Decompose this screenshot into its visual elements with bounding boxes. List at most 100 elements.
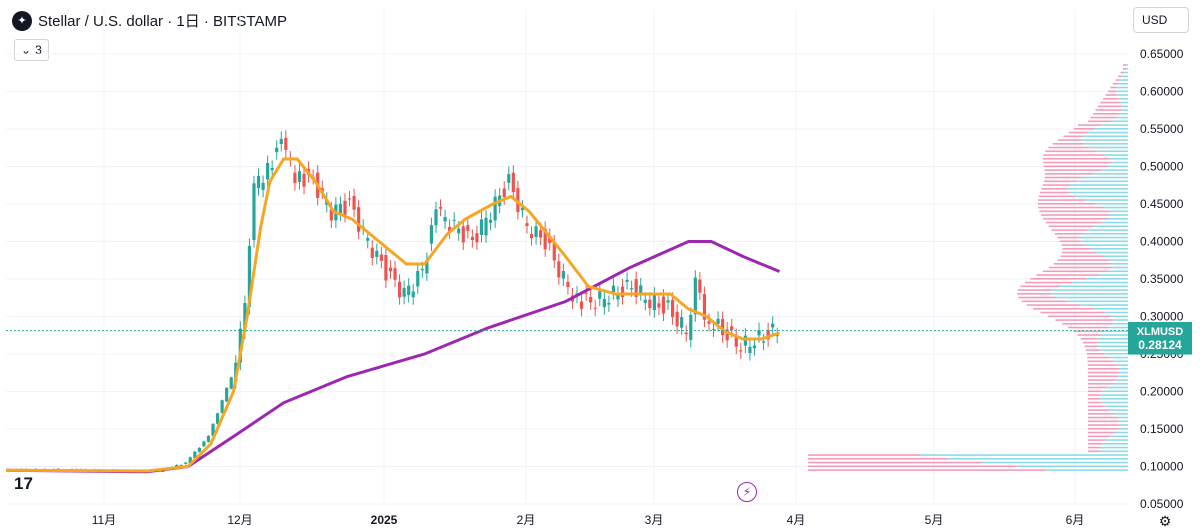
y-tick-label: 0.40000 [1140,235,1184,249]
volume-bar [1109,158,1128,160]
candle-body [620,286,625,298]
volume-bar [1103,255,1128,258]
volume-bar [1040,311,1105,314]
candle-body [379,254,383,261]
candle-body [393,268,397,280]
candle-body [579,301,584,309]
candle-body [261,182,265,190]
chart-header: ✦ Stellar / U.S. dollar · 1日 · BITSTAMP [12,10,287,31]
x-tick-label: 2月 [517,513,536,527]
volume-bar [1048,315,1112,318]
volume-bar [1087,371,1120,374]
candle-body [293,172,297,183]
volume-bar [1048,225,1095,228]
chart-grid [6,10,1128,505]
lightning-icon[interactable]: ⚡ [737,482,757,502]
volume-bar [1026,304,1081,306]
volume-bar [1106,386,1128,389]
candle-body [639,285,643,294]
volume-bar [1101,124,1128,126]
last-price-line: 17:12:38 [6,330,1192,355]
candle-body [516,188,520,213]
volume-bar [1088,443,1103,445]
gear-icon[interactable]: ⚙ [1158,512,1172,529]
candle-body [584,292,588,294]
volume-bar [808,461,982,464]
candle-body [329,209,333,221]
volume-bar [920,454,1128,456]
candle-body [716,318,720,324]
volume-bar [1119,368,1128,370]
candle-body [698,279,702,293]
volume-bar [1043,154,1105,156]
candle-body [552,242,556,261]
candle-body [761,341,766,343]
candle-body [693,277,697,315]
volume-bar [1126,64,1128,66]
volume-bar [1087,229,1128,231]
x-tick-label: 12月 [227,513,252,527]
candle-body [357,207,361,232]
volume-bar [1120,71,1125,74]
price-label-symbol: XLMUSD [1137,326,1184,338]
volume-bar [1038,206,1104,209]
candle-body [302,173,306,187]
volume-bar [1020,285,1061,288]
volume-bar [1100,349,1128,351]
volume-bar [1113,319,1128,321]
candle-body [548,236,552,244]
volume-bar [1110,161,1128,164]
volume-bar [1042,270,1108,273]
candle-body [689,314,693,340]
indicators-toggle-button[interactable]: ⌄ 3 [14,39,49,61]
candle-body [648,299,652,309]
volume-bar [1116,90,1128,93]
volume-bar [1108,326,1128,329]
candle-body [229,377,233,389]
y-tick-label: 0.05000 [1140,497,1184,511]
volume-bar [1097,150,1128,153]
volume-bar [1088,120,1112,123]
volume-bar [1063,135,1083,138]
volume-bar [1024,281,1073,284]
candle-body [602,298,606,308]
candle-body [466,225,470,231]
volume-bar [1057,236,1080,239]
candle-body [511,172,515,193]
ma-fast-line [5,157,780,473]
candle-body [188,457,192,464]
volume-bar [808,465,1017,468]
tradingview-logo[interactable]: 17 [14,474,33,493]
candle-body [675,311,679,327]
x-tick-label: 2025 [371,513,398,527]
volume-bar [1042,184,1070,186]
candle-body [407,285,411,296]
volume-bar [1083,176,1128,179]
volume-bar [1088,439,1106,441]
candle-body [493,196,497,221]
currency-button[interactable]: USD [1133,7,1189,33]
volume-bar [1095,109,1122,111]
candle-body [457,228,461,234]
time-axis: 11月 12月 2025 2月 3月 4月 5月 6月 [92,513,1085,527]
volume-bar [1087,383,1111,385]
volume-bar [1045,221,1102,224]
volume-bar [1105,439,1128,441]
candle-body [539,230,543,238]
volume-bar [1021,300,1067,303]
volume-bar [1016,465,1128,468]
volume-bar [1073,330,1105,333]
candle-body [206,435,211,442]
y-tick-label: 0.30000 [1140,310,1184,324]
volume-bar [1115,79,1120,81]
candle-body [266,162,270,180]
volume-bar [1101,169,1128,171]
candle-body [202,441,206,447]
candle-body [247,245,252,308]
volume-bar [1068,326,1109,329]
volume-bar [1040,214,1111,216]
candle-body [225,387,229,402]
volume-bar [1123,68,1126,70]
candle-body [484,217,488,236]
